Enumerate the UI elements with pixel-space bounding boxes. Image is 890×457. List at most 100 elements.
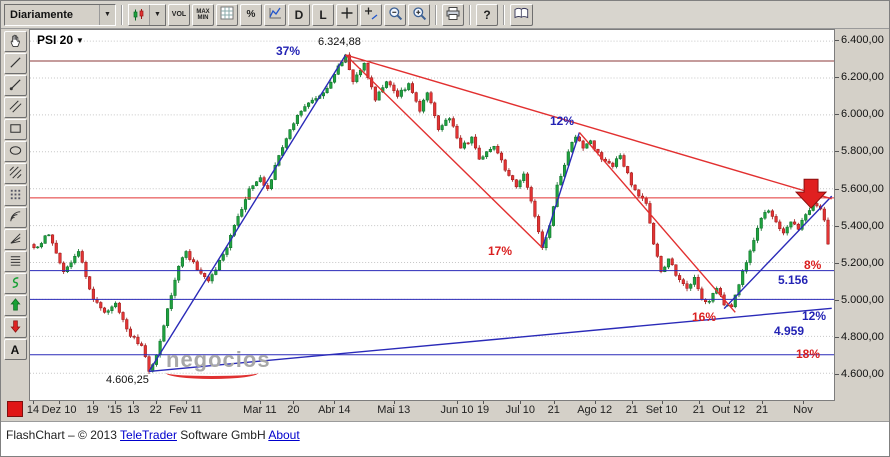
- interval-value: Diariamente: [10, 8, 73, 21]
- grid-tool-button[interactable]: [3, 185, 27, 206]
- print-button[interactable]: [442, 3, 464, 26]
- ray-tool-button[interactable]: [3, 75, 27, 96]
- y-axis-tick: [835, 77, 839, 79]
- rectangle-tool-button[interactable]: [3, 119, 27, 140]
- x-axis-tick: [92, 401, 94, 404]
- y-axis-label: 6.400,00: [841, 34, 884, 47]
- channel-icon: [8, 99, 23, 117]
- toolbar-separator: [435, 4, 437, 25]
- text-tool-button[interactable]: A: [3, 339, 27, 360]
- x-axis-label: 21: [755, 404, 769, 416]
- maxmin-button[interactable]: MAX MIN: [192, 3, 214, 26]
- teletrader-link[interactable]: TeleTrader: [120, 428, 177, 442]
- ellipse-tool-button[interactable]: [3, 141, 27, 162]
- up-arrow-tool-button[interactable]: [3, 295, 27, 316]
- toolbar-separator: [469, 4, 471, 25]
- drawing-toolbar: A: [1, 29, 29, 421]
- zoom-out-button[interactable]: [384, 3, 406, 26]
- up-arrow-icon: [8, 297, 23, 315]
- crosshair-icon: [340, 6, 354, 23]
- y-axis-tick: [835, 374, 839, 376]
- x-axis-tick: [483, 401, 485, 404]
- x-axis-label: 21: [547, 404, 560, 416]
- y-axis-tick: [835, 114, 839, 116]
- help-button[interactable]: ?: [476, 3, 498, 26]
- zoom-in-button[interactable]: [408, 3, 430, 26]
- watermark: negocios: [166, 349, 271, 379]
- y-axis-label: 4.600,00: [841, 368, 884, 381]
- pan-tool-button[interactable]: [3, 31, 27, 52]
- grid-button[interactable]: [216, 3, 238, 26]
- fib-retracement-icon: [8, 253, 23, 271]
- y-axis: 6.400,00 6.200,00 6.000,00 5.800,00 5.600,00…: [835, 29, 889, 421]
- candlestick-icon: [129, 8, 149, 22]
- x-axis-label: 13: [127, 404, 140, 416]
- x-axis-label: '15: [107, 404, 122, 416]
- volume-label: VOL: [171, 11, 187, 18]
- x-axis-tick: [185, 401, 187, 404]
- percent-button[interactable]: %: [240, 3, 262, 26]
- chart-type-dropdown[interactable]: ▼: [128, 3, 166, 26]
- percent-label: %: [246, 9, 256, 20]
- maxmin-label: MAX MIN: [196, 8, 210, 21]
- wave-tool-button[interactable]: [3, 273, 27, 294]
- y-axis-tick: [835, 188, 839, 190]
- line-chart-icon: [268, 6, 282, 23]
- channel-tool-button[interactable]: [3, 97, 27, 118]
- symbol-label[interactable]: PSI 20 ▼: [37, 33, 84, 47]
- x-axis-tick: [114, 401, 116, 404]
- x-axis-tick: [457, 401, 459, 404]
- y-axis-tick: [835, 151, 839, 153]
- fib-fan-tool-button[interactable]: [3, 229, 27, 250]
- indicator-button[interactable]: [264, 3, 286, 26]
- volume-button[interactable]: VOL: [168, 3, 190, 26]
- x-axis-tick: [762, 401, 764, 404]
- x-axis-label: Jul 10: [505, 404, 535, 416]
- hatch-tool-button[interactable]: [3, 163, 27, 184]
- y-axis-tick: [835, 336, 839, 338]
- chevron-down-icon: ▼: [149, 4, 165, 25]
- y-axis-label: 4.800,00: [841, 330, 884, 343]
- text-icon: A: [10, 342, 20, 357]
- x-axis-label: Set 10: [645, 404, 678, 416]
- y-axis-label: 5.000,00: [841, 293, 884, 306]
- x-axis-tick: [698, 401, 700, 404]
- day-scale-button[interactable]: D: [288, 3, 310, 26]
- help-label: ?: [483, 7, 491, 22]
- book-icon: [513, 6, 530, 23]
- red-swatch[interactable]: [7, 401, 23, 417]
- about-link[interactable]: About: [268, 428, 300, 442]
- x-axis-label: Dez 10: [41, 404, 77, 416]
- x-axis-label: Abr 14: [318, 404, 351, 416]
- log-scale-button[interactable]: L: [312, 3, 334, 26]
- interval-dropdown[interactable]: Diariamente ▼: [4, 3, 116, 26]
- x-axis-label: 19: [476, 404, 490, 416]
- hand-icon: [8, 33, 23, 51]
- down-arrow-tool-button[interactable]: [3, 317, 27, 338]
- add-object-button[interactable]: [360, 3, 382, 26]
- book-button[interactable]: [510, 3, 533, 26]
- trendline-tool-button[interactable]: [3, 53, 27, 74]
- x-axis-label: 21: [625, 404, 638, 416]
- x-axis-label: Out 12: [712, 404, 746, 416]
- fib-arcs-tool-button[interactable]: [3, 207, 27, 228]
- x-axis-label: 21: [692, 404, 705, 416]
- symbol-text: PSI 20: [37, 33, 74, 47]
- chart-region: 37% 6.324,88 12% 17% 16% 8% 5.156 12% 4.959 18% 4.…: [27, 29, 835, 421]
- x-axis-label: 20: [287, 404, 300, 416]
- x-axis-tick: [631, 401, 633, 404]
- status-text: FlashChart – © 2013: [6, 428, 121, 442]
- x-axis-label: 19: [86, 404, 99, 416]
- x-axis-tick: [33, 401, 34, 404]
- x-axis-tick: [133, 401, 135, 404]
- x-axis-label: 22: [149, 404, 162, 416]
- ellipse-icon: [8, 143, 23, 161]
- price-chart[interactable]: 37% 6.324,88 12% 17% 16% 8% 5.156 12% 4.959 18% 4.…: [29, 29, 835, 401]
- trendline-icon: [8, 55, 23, 73]
- x-axis-label: Mar 11: [243, 404, 277, 416]
- status-bar: FlashChart – © 2013 TeleTrader Software …: [1, 421, 889, 456]
- fib-retracement-tool-button[interactable]: [3, 251, 27, 272]
- crosshair-button[interactable]: [336, 3, 358, 26]
- grid-icon: [220, 6, 234, 23]
